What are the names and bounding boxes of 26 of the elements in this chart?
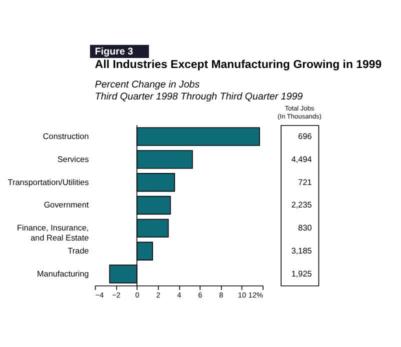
text: 3,185 (291, 246, 312, 256)
y-tick-label: Construction (42, 132, 90, 141)
y-tick-label: Services (57, 154, 89, 164)
chart-title: All Industries Except Manufacturing Growing in 1999 (94, 58, 382, 71)
x-tick-label: −4 (95, 290, 104, 300)
x-tick-label: 10 (238, 290, 246, 300)
chart-subtitle: Percent Change in Jobs Third Quarter 1998 Through Third Quarter 1999 (94, 79, 304, 103)
y-tick-label: Government (44, 200, 90, 210)
text: 1,925 (291, 269, 312, 278)
text: 2,235 (291, 200, 312, 210)
x-tick-label: 0 (135, 290, 140, 300)
y-tick-label: Finance, Insurance, and Real Estate (17, 224, 90, 242)
text: 696 (298, 132, 312, 141)
x-tick-label: −2 (112, 290, 121, 300)
y-tick-label: Transportation/Utilities (8, 178, 89, 187)
caption: Figure 3 (94, 46, 134, 58)
x-tick-label: 4 (177, 290, 182, 300)
y-tick-label: Trade (68, 246, 90, 256)
x-tick-label: 6 (198, 290, 202, 300)
y-tick-label: Manufacturing (36, 269, 90, 278)
x-tick-label: 8 (219, 290, 224, 300)
x-tick-label: 2 (156, 290, 160, 300)
text: 721 (298, 178, 312, 187)
text: 830 (298, 224, 312, 233)
text: 4,494 (291, 154, 312, 164)
x-tick-label: 12% (248, 290, 264, 300)
